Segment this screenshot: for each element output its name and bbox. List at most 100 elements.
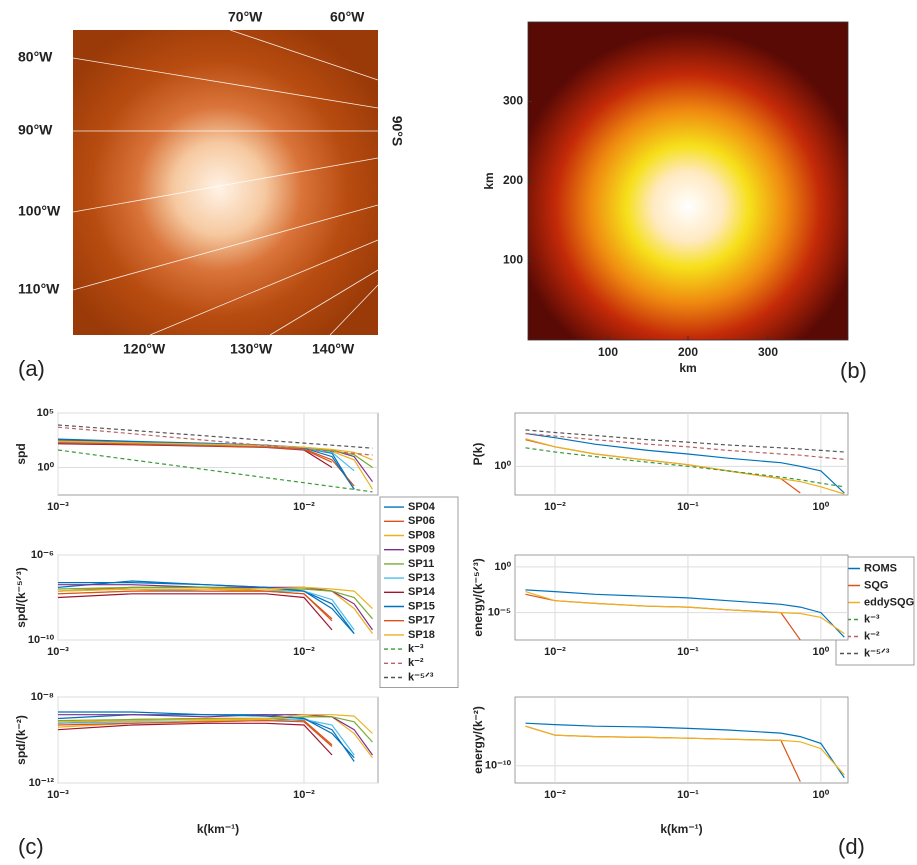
x-tick-label: 10⁻² — [544, 646, 566, 658]
x-tick-label: 10⁻³ — [47, 646, 69, 658]
y-tick-label: 10⁻⁸ — [31, 691, 54, 703]
x-tick-label: 10⁻² — [293, 789, 315, 801]
series-line — [525, 429, 845, 453]
legend-label: SP04 — [408, 501, 436, 513]
map-label: 70°W — [228, 9, 263, 25]
y-axis-label: spd — [14, 443, 28, 464]
legend-label: SP11 — [408, 558, 434, 570]
plot-area — [57, 412, 379, 496]
legend-label: SQG — [864, 579, 888, 591]
series-line — [525, 438, 845, 495]
series-line — [58, 714, 373, 756]
series-group — [525, 589, 845, 640]
graticule — [72, 29, 379, 336]
series-line — [525, 432, 845, 494]
y-tick-label: 10⁻⁶ — [31, 549, 54, 561]
x-tick-label: 10⁻² — [293, 501, 315, 513]
legend-label: k⁻⁵ᐟ³ — [408, 671, 434, 683]
x-tick-label: 10⁻³ — [47, 789, 69, 801]
legend-label: SP17 — [408, 615, 435, 627]
series-line — [525, 591, 845, 635]
series-line — [525, 589, 845, 638]
series-line — [525, 722, 845, 779]
legend-label: k⁻⁵ᐟ³ — [864, 647, 890, 659]
x-tick-label: 200 — [678, 345, 698, 359]
y-axis-label: km — [482, 172, 496, 189]
x-tick-label: 10⁰ — [813, 789, 830, 801]
legend-label: SP15 — [408, 600, 435, 612]
series-line — [58, 590, 333, 622]
legend-label: SP09 — [408, 544, 435, 556]
y-tick-label: 200 — [503, 173, 523, 187]
x-tick-label: 10⁻² — [544, 501, 566, 513]
x-tick-label: 10⁰ — [813, 501, 830, 513]
legend-label: k⁻³ — [408, 643, 424, 655]
y-tick-label: 10⁰ — [37, 461, 54, 473]
legend-label: ROMS — [864, 562, 897, 574]
legend-label: SP06 — [408, 515, 435, 527]
legend-label: k⁻³ — [864, 613, 880, 625]
series-line — [58, 722, 333, 756]
x-tick-label: 300 — [758, 345, 778, 359]
map-label: 90°S — [389, 116, 405, 147]
plot-area — [514, 696, 849, 784]
series-line — [58, 593, 333, 631]
legend-label: SP13 — [408, 572, 435, 584]
series-line — [58, 424, 373, 449]
legend-label: k⁻² — [864, 630, 880, 642]
map-image — [73, 30, 378, 335]
legend-label: eddySQG — [864, 596, 914, 608]
map-label: 90°W — [18, 122, 53, 138]
map-label: 100°W — [18, 203, 61, 219]
map-label: 60°W — [330, 9, 365, 25]
series-line — [58, 442, 333, 463]
y-axis-label: spd/(k⁻²) — [14, 715, 28, 765]
series-line — [58, 584, 373, 631]
series-line — [58, 714, 373, 734]
x-axis-label: k(km⁻¹) — [197, 822, 239, 836]
map-label: 80°W — [18, 49, 53, 65]
series-line — [525, 432, 845, 460]
legend-label: k⁻² — [408, 657, 424, 669]
y-tick-label: 10⁻¹⁰ — [28, 634, 55, 646]
panel-label: (d) — [838, 834, 865, 859]
y-tick-label: 100 — [503, 253, 523, 267]
series-line — [58, 440, 373, 461]
legend-label: SP18 — [408, 629, 435, 641]
series-line — [58, 426, 373, 456]
legend-label: SP14 — [408, 586, 436, 598]
panel-label: (c) — [18, 834, 44, 859]
legend-box — [835, 556, 915, 666]
y-tick-label: 10⁵ — [37, 407, 54, 419]
y-tick-label: 10⁰ — [494, 460, 511, 472]
x-tick-label: 100 — [598, 345, 618, 359]
x-tick-label: 10⁻² — [544, 789, 566, 801]
x-tick-label: 10⁻² — [293, 646, 315, 658]
series-line — [58, 719, 333, 747]
y-tick-label: 10⁻¹² — [29, 777, 55, 789]
x-tick-label: 10⁻¹ — [677, 646, 699, 658]
series-line — [58, 711, 355, 759]
x-tick-label: 10⁻¹ — [677, 501, 699, 513]
x-tick-label: 10⁻¹ — [677, 789, 699, 801]
series-line — [525, 725, 845, 776]
heatmap-image — [528, 22, 848, 340]
series-group — [58, 580, 373, 634]
x-tick-label: 10⁻³ — [47, 501, 69, 513]
x-axis-label: k(km⁻¹) — [660, 822, 702, 836]
y-tick-label: 300 — [503, 94, 523, 108]
x-tick-label: 10⁰ — [813, 646, 830, 658]
panel-label: (a) — [18, 356, 45, 381]
panel-label: (b) — [840, 358, 867, 383]
series-group — [58, 424, 374, 493]
legend-label: SP08 — [408, 529, 435, 541]
series-line — [58, 582, 355, 634]
y-axis-label: spd/(k⁻⁵ᐟ³) — [14, 567, 28, 627]
y-axis-label: energy/(k⁻⁵ᐟ³) — [471, 558, 485, 636]
map-label: 140°W — [312, 341, 355, 357]
y-tick-label: 10⁰ — [494, 561, 511, 573]
series-group — [525, 429, 845, 495]
y-axis-label: energy/(k⁻²) — [471, 706, 485, 774]
